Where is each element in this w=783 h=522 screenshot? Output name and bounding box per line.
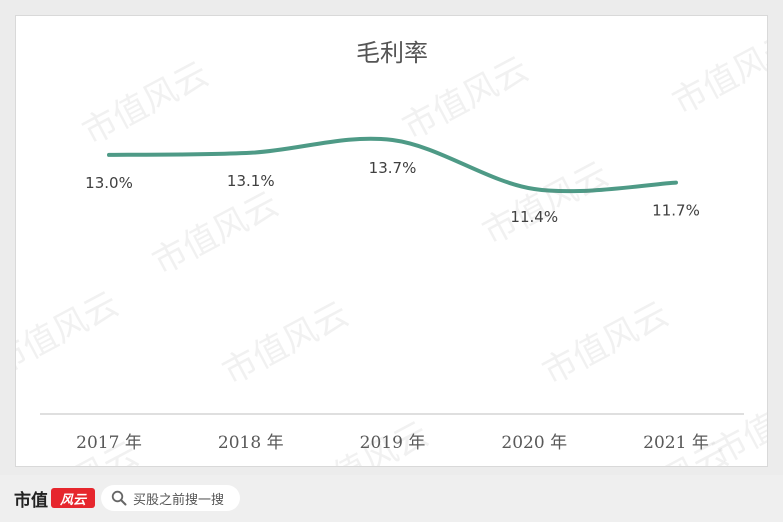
line-chart: 毛利率 2017 年 2018 年 2019 年 2020 年 2021 年 13.0% 1… <box>40 39 744 453</box>
logo-mark-text: 风云 <box>59 492 86 508</box>
x-tick-label: 2021 年 <box>643 433 709 453</box>
x-tick-label: 2018 年 <box>218 433 284 453</box>
x-tick-label: 2017 年 <box>76 433 142 453</box>
data-label: 11.7% <box>652 202 700 220</box>
data-label: 13.1% <box>227 172 275 190</box>
site-logo[interactable]: 市值 风云 <box>14 485 95 511</box>
search-icon <box>111 490 127 506</box>
search-box[interactable]: 买股之前搜一搜 <box>101 485 240 511</box>
chart-title: 毛利率 <box>356 39 428 67</box>
data-label: 13.7% <box>369 159 417 177</box>
search-placeholder: 买股之前搜一搜 <box>133 492 225 508</box>
logo-text: 市值 <box>14 490 48 511</box>
chart-panel: 毛利率 2017 年 2018 年 2019 年 2020 年 2021 年 13.0% 1… <box>15 15 768 467</box>
data-label: 11.4% <box>510 208 558 226</box>
x-tick-label: 2019 年 <box>360 433 426 453</box>
data-label: 13.0% <box>85 174 133 192</box>
footer-bar: 市值 风云 买股之前搜一搜 <box>0 475 783 522</box>
x-tick-label: 2020 年 <box>501 433 567 453</box>
logo-mark: 风云 <box>51 488 95 508</box>
